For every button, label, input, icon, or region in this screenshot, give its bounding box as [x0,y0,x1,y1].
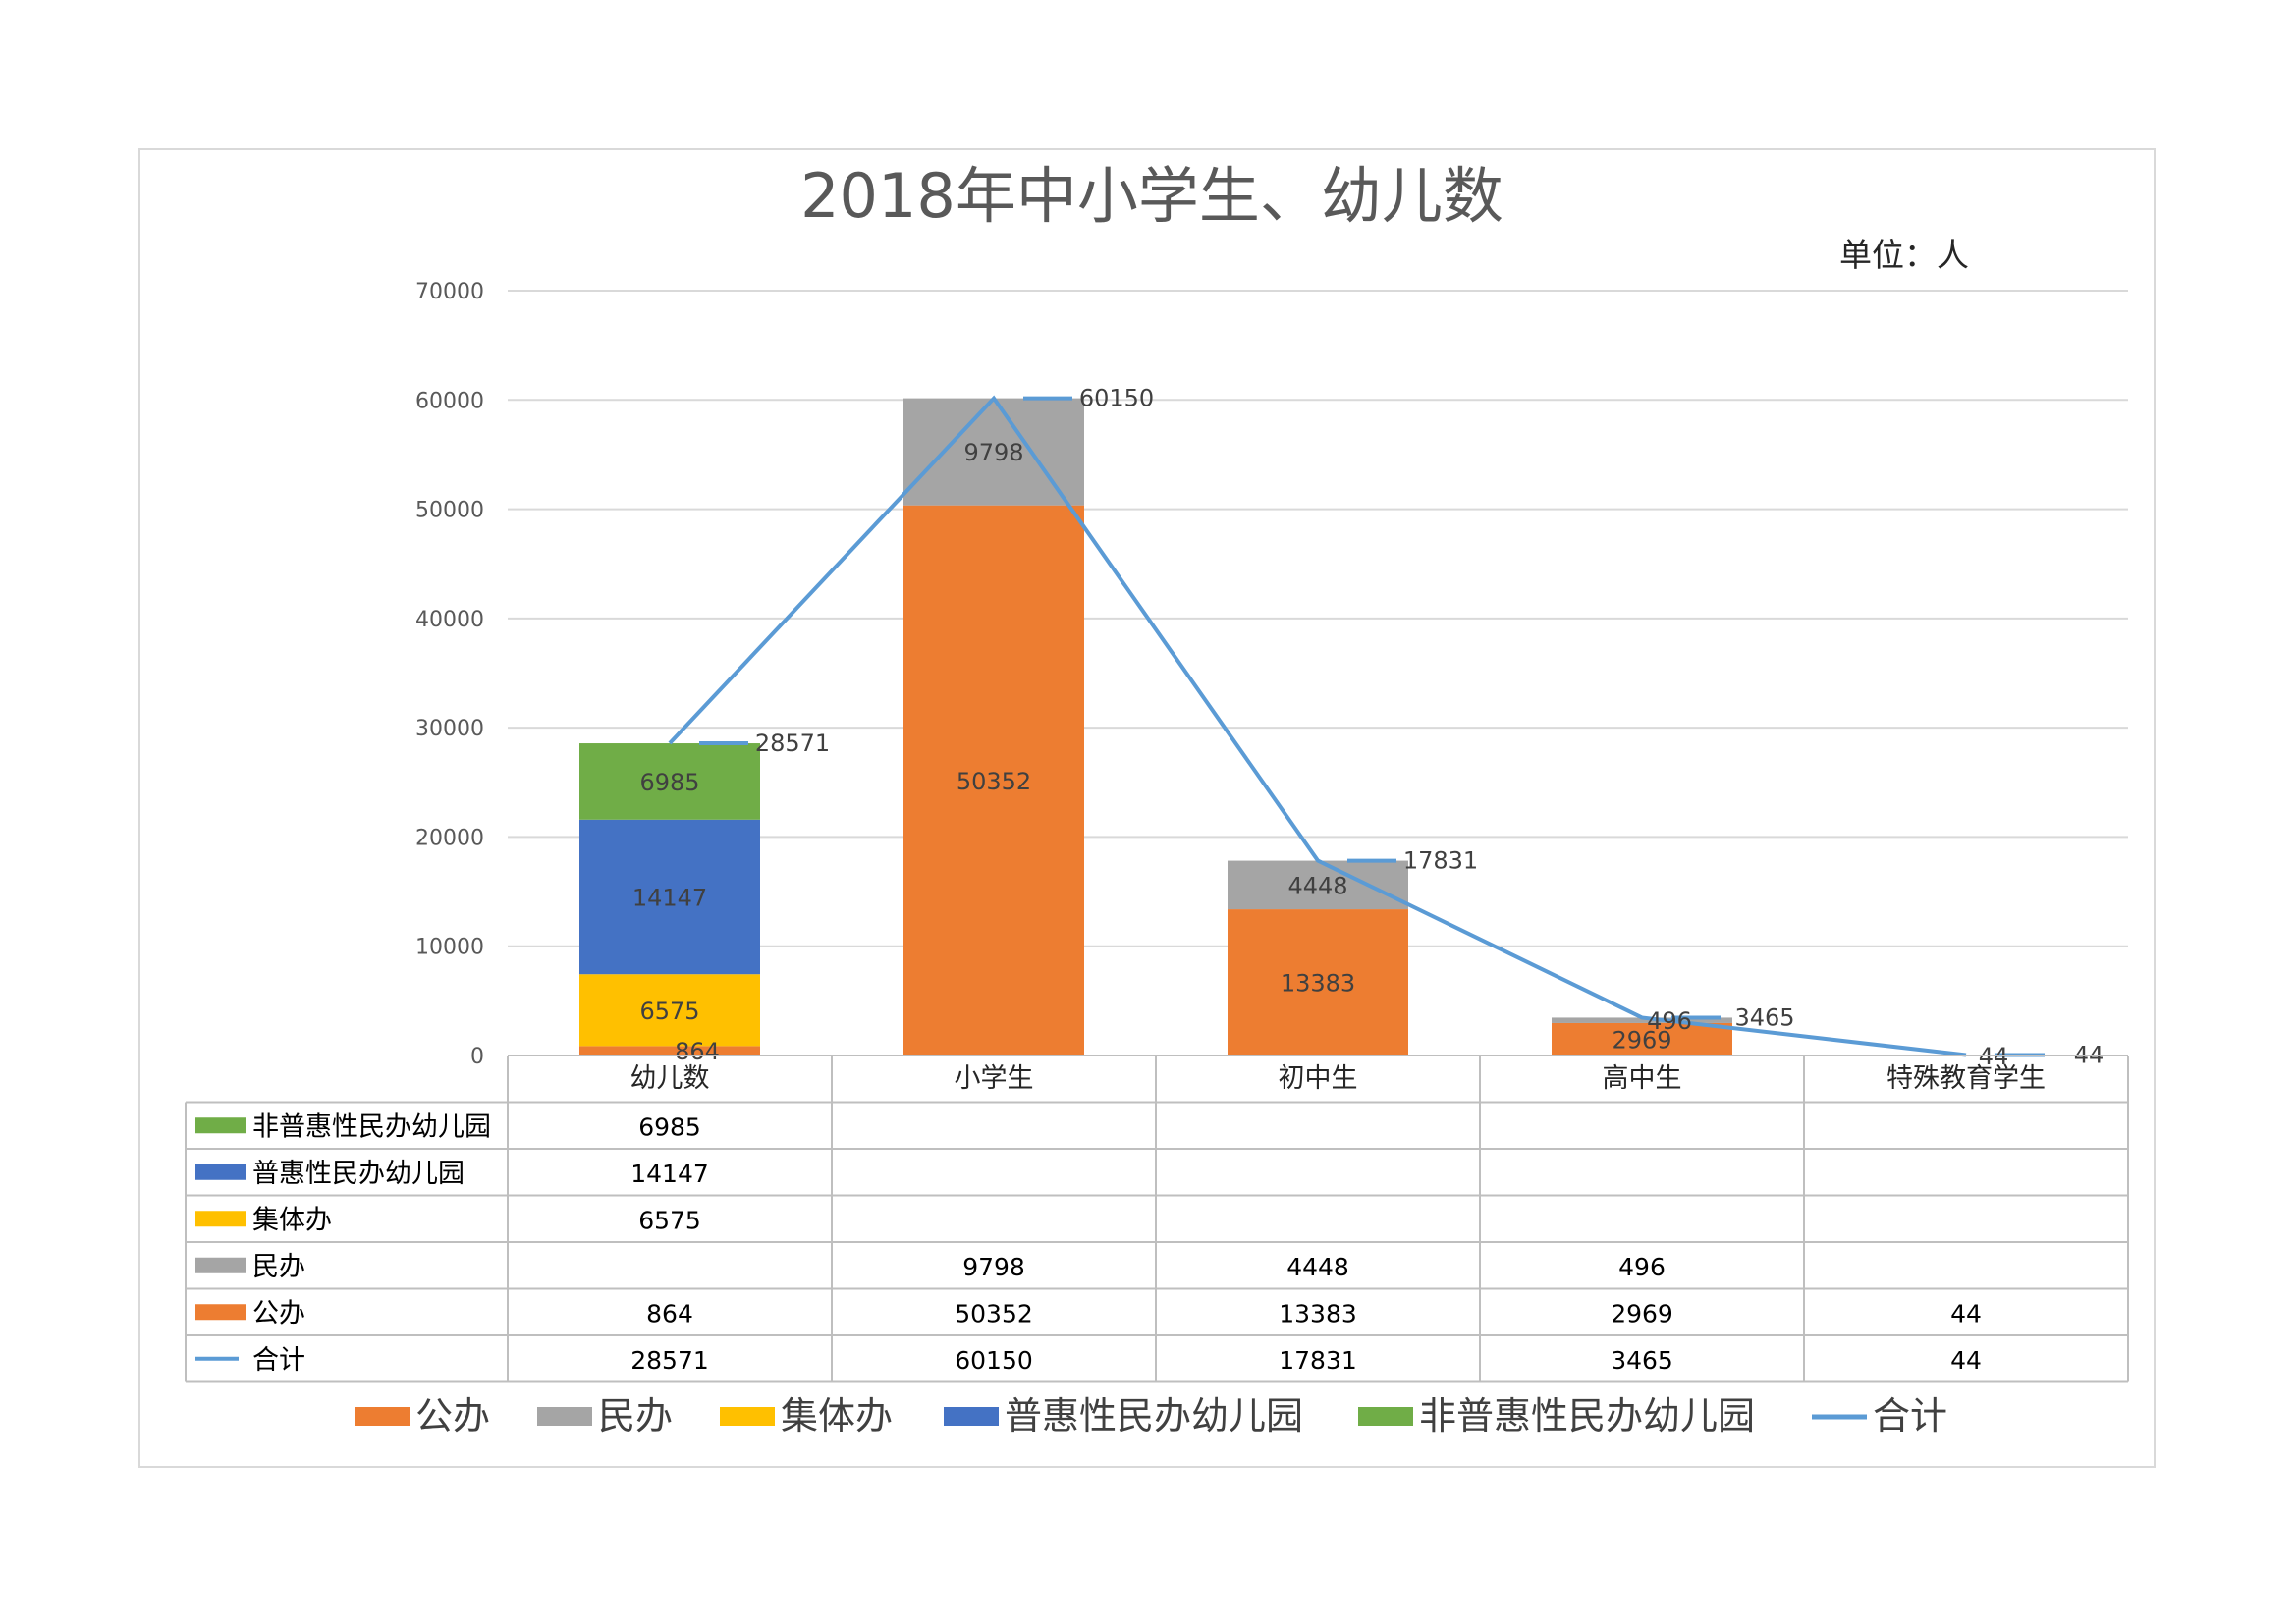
table-row-label: 公办 [252,1298,305,1328]
category-label: 初中生 [1279,1063,1358,1094]
bar-segment [579,1046,760,1056]
total-data-label: 28571 [755,730,830,757]
legend-key [944,1407,999,1426]
chart-container: 2018年中小学生、幼儿数 单位：人 0 10000 20000 30000 40000… [138,148,2156,1468]
table-cell: 496 [1618,1253,1666,1281]
bar-segment [579,819,760,975]
table-cell: 3465 [1611,1346,1673,1375]
table-cell: 13383 [1279,1299,1357,1327]
category-label: 高中生 [1603,1063,1682,1094]
bar-data-label: 4448 [1287,872,1347,899]
legend-key [537,1407,592,1426]
gridlines [508,290,2128,947]
legend-label: 集体办 [781,1394,893,1437]
table-legend-key [195,1164,246,1180]
table-cell: 28571 [630,1346,709,1375]
table-row-label: 非普惠性民办幼儿园 [252,1111,491,1142]
total-line-path [668,395,1967,1057]
bar-data-label: 14147 [632,884,707,911]
unit-label: 单位：人 [1839,236,1969,274]
bar-data-label: 6575 [639,998,699,1025]
total-data-label: 17831 [1403,847,1478,875]
table-cell: 17831 [1279,1346,1357,1375]
legend-key [720,1407,775,1426]
chart-svg: 2018年中小学生、幼儿数 单位：人 0 10000 20000 30000 40000… [185,160,2129,1437]
bar-segment [903,505,1084,1056]
bars [579,398,2056,1056]
legend-key [355,1407,410,1426]
legend-label: 合计 [1873,1394,1947,1437]
total-data-label: 3465 [1734,1003,1794,1031]
bar-segment [1228,860,1408,910]
table-row-label: 合计 [252,1345,305,1376]
table-cell: 4448 [1286,1253,1349,1281]
bar-data-label: 9798 [963,439,1023,466]
legend-label: 普惠性民办幼儿园 [1005,1394,1303,1437]
bar-data-label: 2969 [1612,1026,1671,1054]
table-row-label: 民办 [252,1252,305,1282]
y-tick-label: 30000 [415,717,484,741]
bar-data-label: 496 [1647,1007,1692,1035]
legend-label: 公办 [415,1394,490,1437]
chart-title: 2018年中小学生、幼儿数 [800,160,1503,232]
legend-label: 民办 [598,1394,673,1437]
table-cell: 44 [1950,1346,1982,1375]
table-cell: 50352 [955,1299,1033,1327]
table-cell: 864 [646,1299,693,1327]
bar-segment [579,974,760,1047]
table-legend-key [195,1211,246,1227]
table-cell: 2969 [1611,1299,1673,1327]
y-tick-label: 60000 [415,389,484,413]
category-label: 幼儿数 [630,1063,710,1094]
table-legend-key [195,1117,246,1134]
bar-segment [1552,1017,1732,1023]
bar-data-label: 13383 [1281,970,1355,998]
table-legend-key [195,1257,246,1273]
category-label: 小学生 [955,1063,1034,1094]
table-cell: 44 [1950,1299,1982,1327]
table-cell: 9798 [962,1253,1025,1281]
y-axis: 0 10000 20000 30000 40000 50000 60000 70000 [415,280,484,1069]
y-tick-label: 50000 [415,499,484,523]
y-tick-label: 0 [470,1045,484,1069]
legend-key [1358,1407,1413,1426]
y-tick-label: 40000 [415,608,484,632]
y-tick-label: 20000 [415,826,484,850]
legend-label: 非普惠性民办幼儿园 [1419,1394,1755,1437]
table-legend-key [195,1304,246,1321]
y-tick-label: 10000 [415,936,484,960]
legend: 公办 民办 集体办 普惠性民办幼儿园 非普惠性民办幼儿园 合计 [355,1394,1947,1437]
table-cell: 60150 [955,1346,1033,1375]
bar-segment [1228,909,1408,1056]
bar-segment [579,743,760,820]
table-cell: 14147 [630,1160,709,1188]
total-data-label: 60150 [1079,385,1154,412]
y-tick-label: 70000 [415,280,484,304]
bar-data-label: 6985 [639,769,699,796]
table-row-label: 集体办 [252,1205,332,1235]
table-cell: 6985 [638,1112,701,1141]
table-row-label: 普惠性民办幼儿园 [252,1159,465,1189]
table-cell: 6575 [638,1206,701,1234]
category-label: 特殊教育学生 [1886,1063,2046,1094]
bar-segment [1552,1022,1732,1056]
bar-data-label: 864 [675,1038,720,1065]
bar-data-label: 50352 [957,768,1031,795]
